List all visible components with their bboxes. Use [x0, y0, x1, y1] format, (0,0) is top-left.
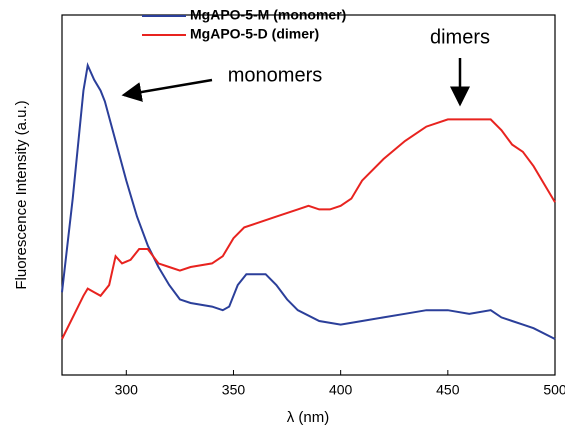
legend-label: MgAPO-5-M (monomer) [190, 7, 346, 23]
x-axis-label: λ (nm) [287, 409, 330, 426]
annotation-arrow [121, 78, 213, 102]
annotation: dimers [430, 26, 490, 48]
data-line [61, 61, 556, 340]
x-tick-label: 300 [115, 382, 139, 398]
x-tick-label: 350 [222, 382, 246, 398]
y-axis-label: Fluorescence Intensity (a.u.) [13, 100, 30, 289]
x-tick-label: 400 [329, 382, 353, 398]
annotation: monomers [228, 64, 322, 86]
legend-label: MgAPO-5-D (dimer) [190, 26, 319, 42]
x-tick-label: 450 [436, 382, 460, 398]
x-tick-label: 500 [543, 382, 565, 398]
data-line [61, 118, 556, 340]
plot-frame [61, 14, 556, 376]
